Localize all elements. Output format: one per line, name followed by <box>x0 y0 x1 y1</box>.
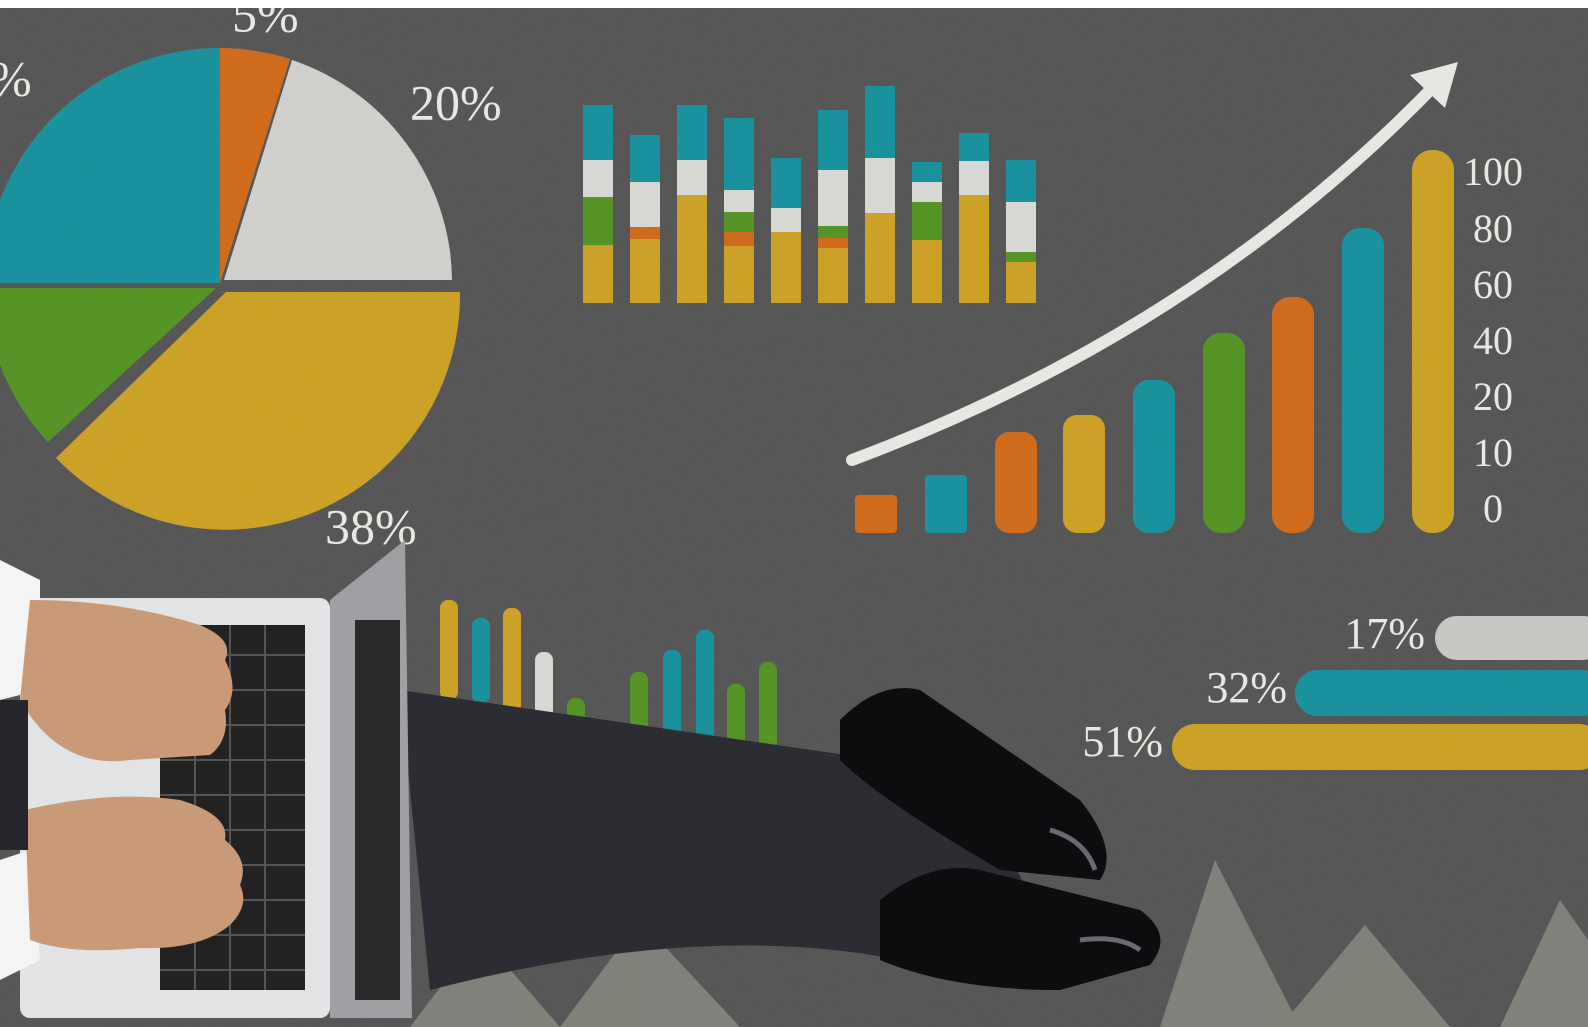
pie-slice <box>0 288 216 442</box>
axis-label: 80 <box>1473 206 1513 251</box>
stack <box>912 162 942 303</box>
bar <box>1342 228 1384 533</box>
hbar <box>1435 616 1588 660</box>
axis-label: 20 <box>1473 374 1513 419</box>
pie-slice <box>220 48 290 283</box>
triangles <box>410 860 1588 1027</box>
arrow <box>846 62 1458 466</box>
stack <box>677 105 707 303</box>
bar <box>1063 415 1105 533</box>
stack <box>1006 160 1036 303</box>
hbar <box>1295 670 1588 716</box>
axis-label: 100 <box>1463 149 1523 194</box>
bar <box>1203 333 1245 533</box>
stack <box>724 118 754 303</box>
small-bars <box>440 600 777 750</box>
stack <box>865 86 895 303</box>
axis-label: 0 <box>1483 486 1503 531</box>
stack <box>818 110 848 303</box>
stack <box>583 105 613 303</box>
stack <box>771 158 801 303</box>
pie-slice <box>0 48 220 283</box>
hands <box>0 560 244 980</box>
axis-label: 10 <box>1473 430 1513 475</box>
pie-slice <box>56 292 461 530</box>
bar <box>1133 380 1175 533</box>
stack <box>959 133 989 303</box>
top-border <box>0 0 1588 8</box>
bar <box>995 432 1037 533</box>
stack <box>630 135 660 303</box>
pie-slice <box>224 60 452 280</box>
axis-label: 60 <box>1473 262 1513 307</box>
pie <box>0 48 461 530</box>
hbar-label: 51% <box>1082 717 1163 766</box>
bar <box>855 495 897 533</box>
rising-bars <box>855 150 1454 533</box>
hbar <box>1172 724 1588 770</box>
hbar-label: 32% <box>1206 663 1287 712</box>
bar <box>1272 297 1314 533</box>
pie-label-partial: % <box>0 50 32 106</box>
bar <box>925 475 967 533</box>
horizontal-bars <box>1172 616 1588 770</box>
bar <box>1412 150 1454 533</box>
pie-label: 20% <box>410 74 502 130</box>
hbar-labels: 17% 32% 51% <box>1082 609 1425 766</box>
legs <box>400 688 1161 990</box>
hbar-label: 17% <box>1344 609 1425 658</box>
axis-label: 40 <box>1473 318 1513 363</box>
axis-labels: 100 80 60 40 20 10 0 <box>1463 149 1523 531</box>
stacked-bars <box>583 86 1036 303</box>
